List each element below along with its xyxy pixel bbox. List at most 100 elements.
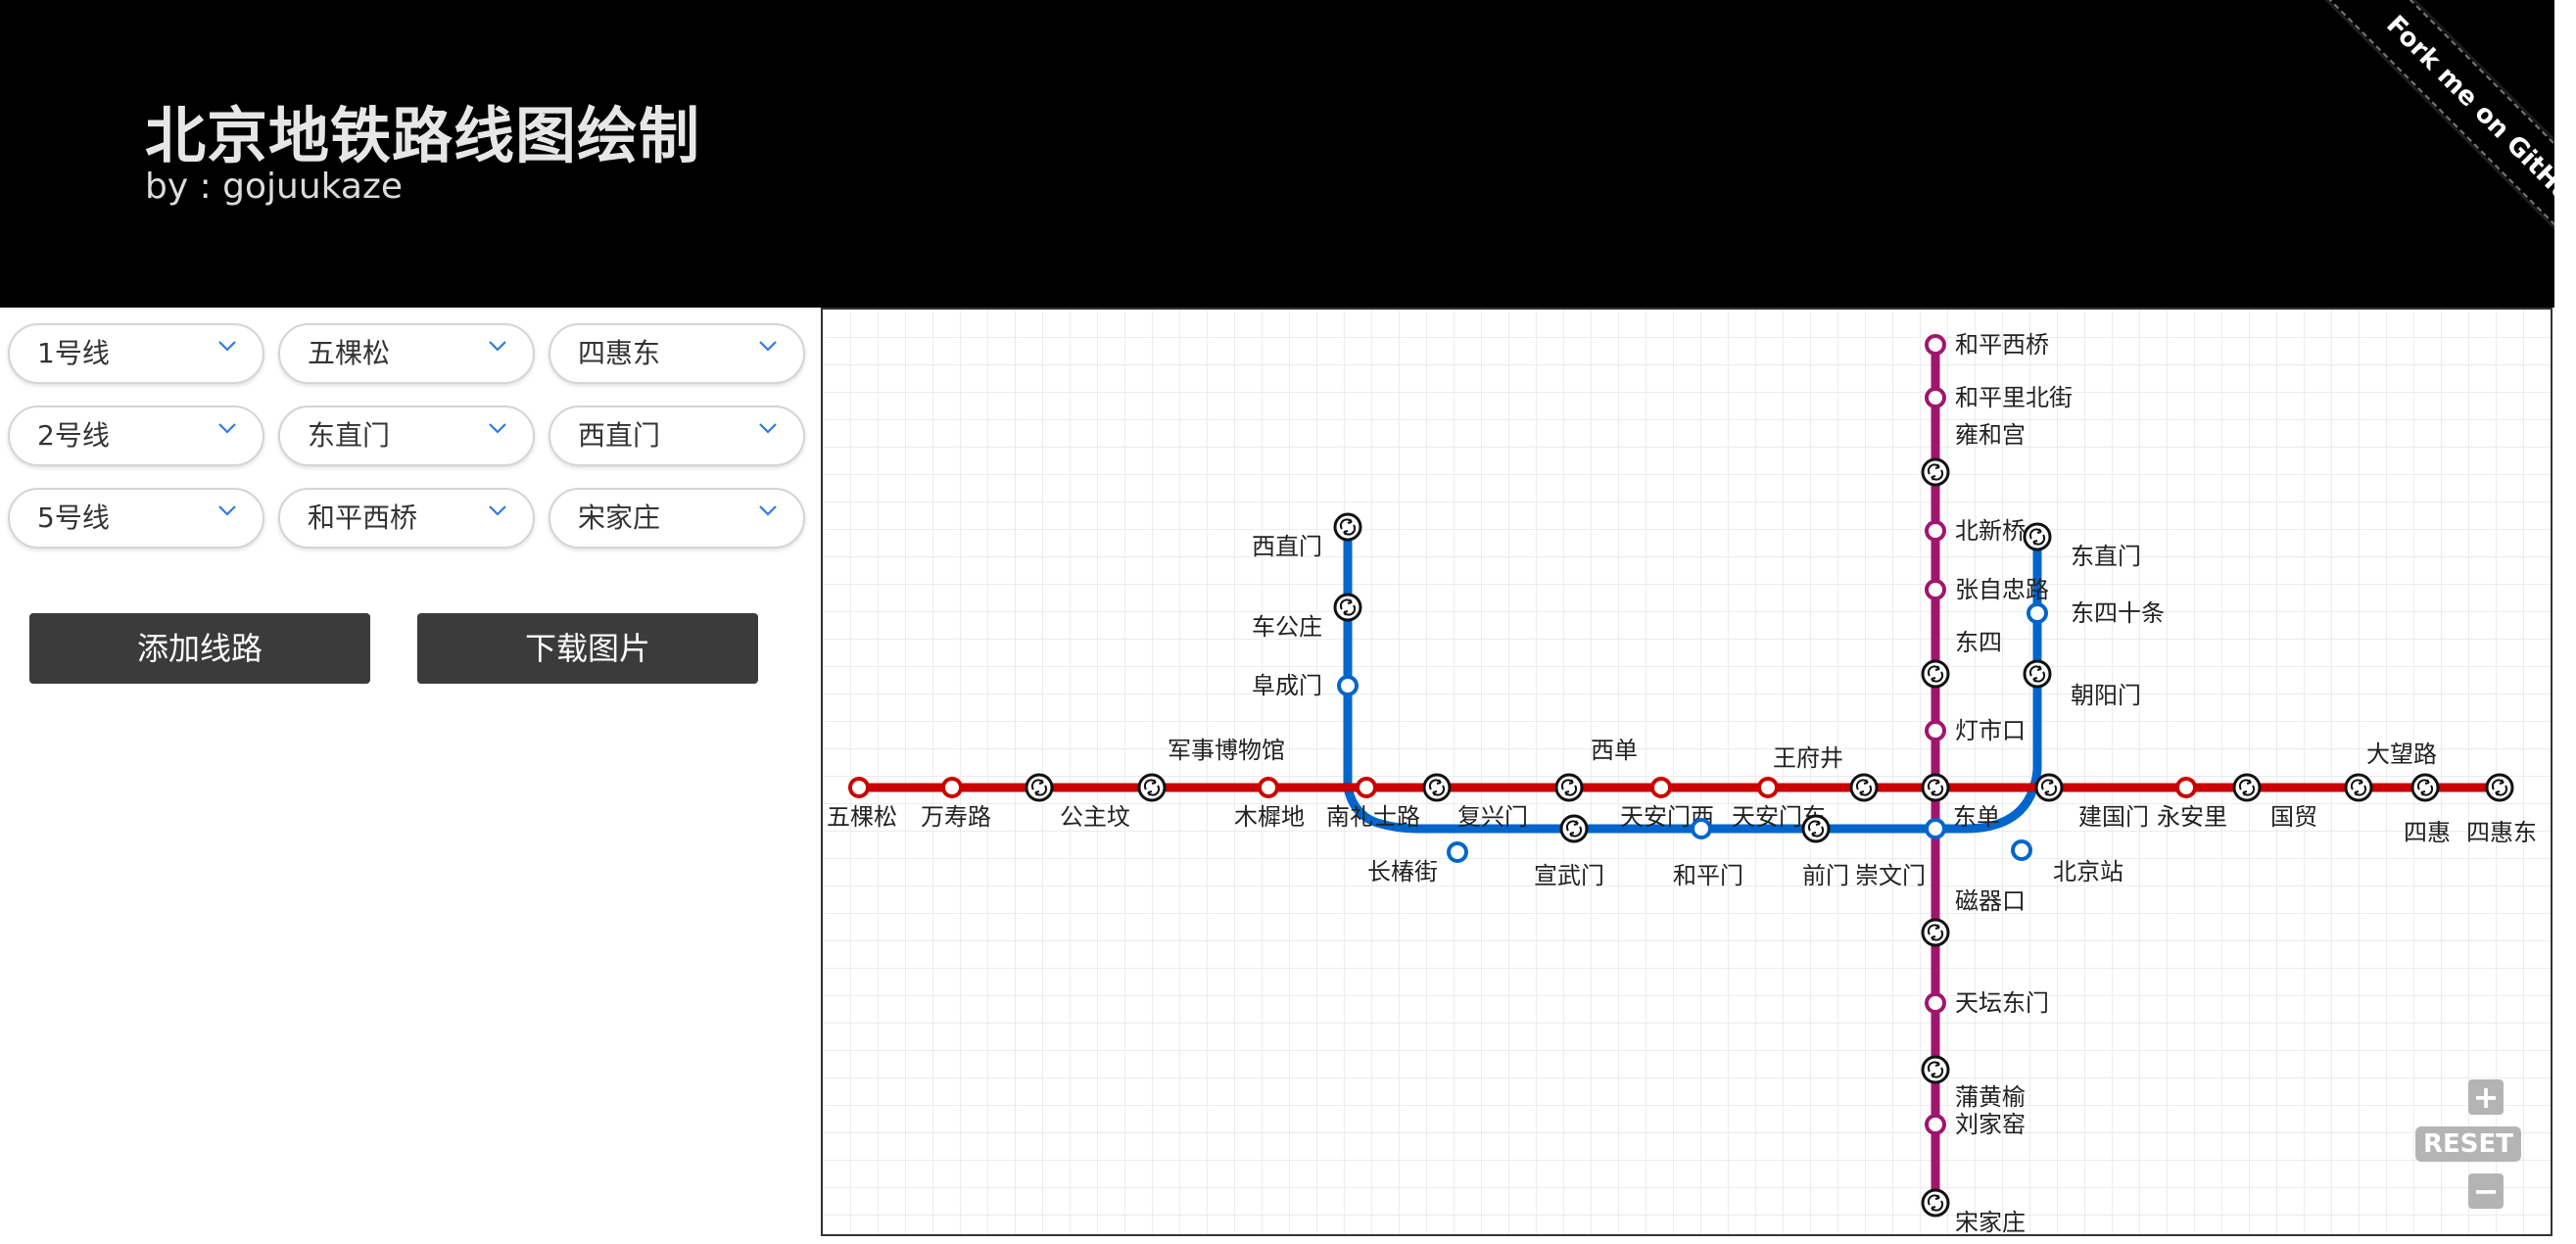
transfer-arrows-icon — [2491, 779, 2508, 796]
station-dongzhimen[interactable]: 东直门 — [2023, 522, 2141, 570]
station-dawanglu[interactable]: 大望路 — [2344, 741, 2437, 802]
station-fuchengmen[interactable]: 阜成门 — [1252, 672, 1359, 699]
station-xidan[interactable]: 西单 — [1554, 737, 1638, 802]
station-puhuangyu[interactable]: 蒲黄榆 — [1921, 1055, 2026, 1111]
station-label: 长椿街 — [1367, 858, 1438, 885]
end-select-2[interactable]: 西直门 — [549, 406, 805, 466]
page-title: 北京地铁路线图绘制 — [145, 100, 701, 171]
station-dot-icon — [1337, 675, 1359, 696]
station-yonghegong[interactable]: 雍和宫 — [1921, 421, 2026, 487]
station-label: 西直门 — [1252, 533, 1322, 560]
start-select-2[interactable]: 东直门 — [278, 406, 535, 466]
station-hepinglibeijie[interactable]: 和平里北街 — [1925, 384, 2073, 411]
station-gongzhufen[interactable]: 公主坟 — [1025, 773, 1130, 831]
line-select-2[interactable]: 2号线 — [8, 406, 264, 466]
station-guomao[interactable]: 国贸 — [2232, 773, 2317, 831]
transfer-station-icon — [2232, 773, 2262, 802]
station-dot-icon — [941, 777, 963, 798]
transfer-station-icon — [1559, 814, 1589, 843]
station-label: 张自忠路 — [1955, 576, 2049, 603]
station-tiantandongmen[interactable]: 天坛东门 — [1925, 989, 2049, 1017]
station-dengshikou[interactable]: 灯市口 — [1925, 717, 2026, 744]
transfer-station-icon — [1921, 1055, 1950, 1084]
station-dongdan[interactable]: 东单 — [1921, 773, 2000, 831]
metro-map[interactable]: 五棵松 万寿路 公主坟 军事博物馆 木樨地 南礼士路 复兴门 西单 天安门西 天安门东 王府井 东单建… — [821, 308, 2552, 1236]
station-junshi[interactable]: 军事博物馆 — [1137, 737, 1285, 802]
station-sihuidong[interactable]: 四惠东 — [2466, 773, 2537, 846]
station-label: 和平西桥 — [1955, 331, 2049, 359]
station-chaoyangmen[interactable]: 朝阳门 — [2023, 659, 2141, 709]
station-xuanwumen[interactable]: 宣武门 — [1534, 814, 1604, 889]
station-ciqikou[interactable]: 磁器口 — [1921, 887, 2026, 947]
station-xizhimen[interactable]: 西直门 — [1252, 512, 1362, 560]
end-select-3[interactable]: 宋家庄 — [549, 488, 805, 549]
station-muxidi[interactable]: 木樨地 — [1234, 777, 1305, 831]
station-label: 东四十条 — [2071, 599, 2165, 627]
station-label: 灯市口 — [1955, 717, 2026, 744]
station-yonganli[interactable]: 永安里 — [2157, 777, 2227, 831]
github-ribbon-label[interactable]: Fork me on GitHub — [2319, 0, 2554, 264]
station-label: 蒲黄榆 — [1955, 1083, 2026, 1111]
transfer-station-icon — [1921, 1188, 1950, 1218]
station-changchunjie[interactable]: 长椿街 — [1367, 841, 1468, 885]
chevron-down-icon — [759, 423, 777, 434]
station-dongsi[interactable]: 东四 — [1921, 629, 2002, 689]
station-zhangzizhonglu[interactable]: 张自忠路 — [1925, 576, 2049, 603]
station-liujiayao[interactable]: 刘家窑 — [1925, 1111, 2026, 1138]
github-ribbon[interactable]: Fork me on GitHub — [2290, 0, 2554, 264]
reset-button[interactable]: RESET — [2415, 1126, 2521, 1162]
end-select-value: 四惠东 — [578, 337, 661, 369]
start-select-value: 东直门 — [308, 419, 391, 452]
station-wanshoulu[interactable]: 万寿路 — [921, 777, 991, 831]
station-label: 宋家庄 — [1955, 1209, 2026, 1234]
start-select-1[interactable]: 五棵松 — [278, 323, 535, 384]
station-wangfujing[interactable]: 王府井 — [1773, 744, 1879, 802]
transfer-arrows-icon — [2040, 779, 2058, 796]
station-label: 雍和宫 — [1955, 421, 2026, 449]
station-label: 四惠 — [2404, 819, 2451, 846]
station-label: 阜成门 — [1252, 672, 1322, 699]
station-jianguomen[interactable]: 建国门 — [2034, 773, 2149, 831]
station-songjiazhuang[interactable]: 宋家庄 — [1921, 1188, 2026, 1234]
station-dot-icon — [1447, 841, 1468, 863]
station-dot-icon — [848, 777, 870, 798]
station-wukesong[interactable]: 五棵松 — [827, 777, 897, 831]
station-label: 王府井 — [1773, 744, 1843, 772]
station-qianmen[interactable]: 前门 — [1801, 814, 1849, 889]
chevron-down-icon — [489, 341, 506, 352]
transfer-arrows-icon — [1565, 820, 1583, 837]
station-label: 东四 — [1955, 629, 2002, 656]
station-label: 四惠东 — [2466, 819, 2537, 846]
transfer-station-icon — [1849, 773, 1879, 802]
zoom-out-button[interactable]: − — [2468, 1173, 2504, 1209]
station-label: 宣武门 — [1534, 862, 1604, 889]
line-select-3[interactable]: 5号线 — [8, 488, 264, 549]
line-select-value: 2号线 — [37, 419, 110, 452]
end-select-1[interactable]: 四惠东 — [549, 323, 805, 384]
zoom-in-button[interactable]: + — [2468, 1079, 2504, 1115]
add-line-button[interactable]: 添加线路 — [29, 613, 370, 684]
station-beijingzhan[interactable]: 北京站 — [2011, 839, 2123, 885]
station-label: 军事博物馆 — [1168, 737, 1285, 764]
transfer-arrows-icon — [2350, 779, 2367, 796]
station-chongwenmen[interactable]: 崇文门 — [1855, 818, 1946, 889]
line-select-value: 1号线 — [37, 337, 110, 369]
station-hepingmen[interactable]: 和平门 — [1673, 818, 1743, 889]
station-hepingxiqiao[interactable]: 和平西桥 — [1925, 331, 2049, 359]
station-sihui[interactable]: 四惠 — [2404, 773, 2451, 846]
page-subtitle: by : gojuukaze — [145, 167, 404, 207]
station-dot-icon — [1925, 818, 1946, 839]
metro-map-canvas[interactable]: 五棵松 万寿路 公主坟军事博物馆木樨地 南礼士路 复兴门西单天安门西 天安门东王府井东单建… — [823, 310, 2551, 1234]
station-dongsishitiao[interactable]: 东四十条 — [2027, 599, 2165, 627]
start-select-3[interactable]: 和平西桥 — [278, 488, 535, 549]
line-select-1[interactable]: 1号线 — [8, 323, 264, 384]
chevron-down-icon — [759, 341, 777, 352]
download-image-button[interactable]: 下载图片 — [417, 613, 758, 684]
station-beixinqiao[interactable]: 北新桥 — [1925, 517, 2026, 545]
transfer-arrows-icon — [1339, 518, 1357, 536]
station-fuxingmen[interactable]: 复兴门 — [1422, 773, 1528, 831]
station-chegongzhuang[interactable]: 车公庄 — [1252, 593, 1362, 641]
metro-stations: 五棵松 万寿路 公主坟军事博物馆木樨地 南礼士路 复兴门西单天安门西 天安门东王府井东单建… — [827, 331, 2537, 1234]
station-dot-icon — [1925, 579, 1946, 600]
station-nanlishilu[interactable]: 南礼士路 — [1326, 777, 1420, 831]
